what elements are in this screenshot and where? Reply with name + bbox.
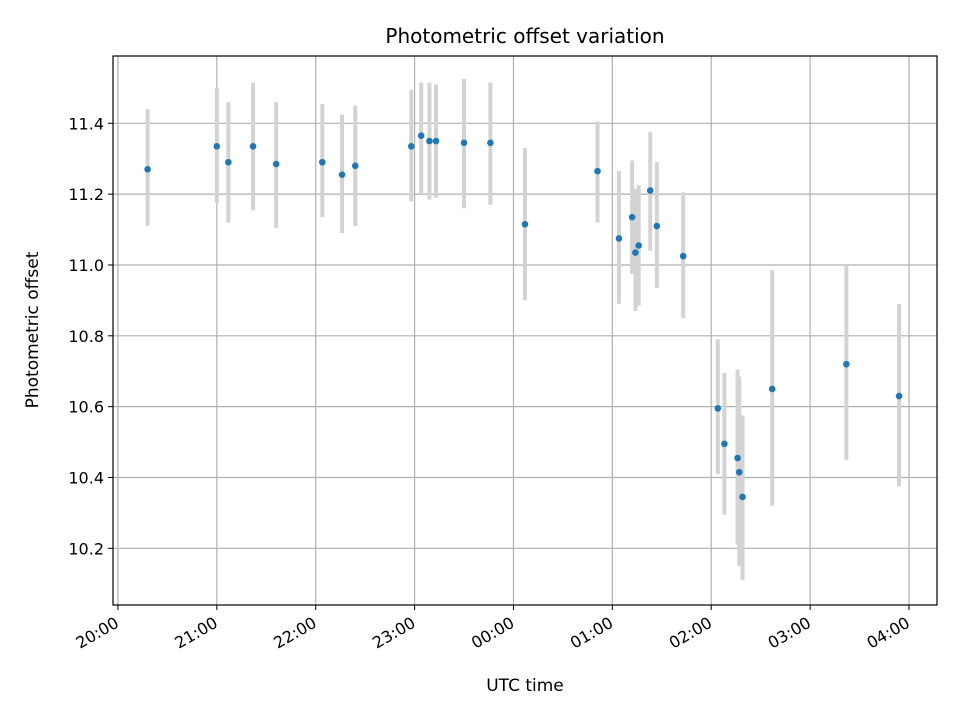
data-point <box>417 132 425 139</box>
data-point <box>338 171 346 178</box>
data-points <box>144 132 903 501</box>
y-axis-ticks: 10.2 10.4 10.6 10.8 11.0 11.2 11.4 <box>68 114 113 558</box>
data-point <box>407 143 415 150</box>
data-point <box>521 220 529 228</box>
data-point <box>432 137 440 145</box>
data-point <box>843 360 850 368</box>
data-point <box>714 405 722 412</box>
data-point <box>735 468 743 476</box>
plot-frame <box>112 55 938 606</box>
x-axis-label: UTC time <box>486 676 564 696</box>
data-point <box>249 143 257 150</box>
data-point <box>487 139 494 147</box>
y-tick-label: 10.4 <box>68 468 104 487</box>
data-point <box>426 137 433 145</box>
chart-title: Photometric offset variation <box>385 24 664 48</box>
y-tick-label: 11.4 <box>68 114 104 133</box>
data-point <box>635 242 643 249</box>
data-point <box>615 235 623 242</box>
data-point <box>628 213 636 221</box>
data-point <box>734 454 741 462</box>
y-tick-label: 11.0 <box>68 256 104 275</box>
data-point <box>895 392 903 400</box>
data-point <box>318 158 326 166</box>
data-point <box>460 139 468 147</box>
data-point <box>679 252 687 260</box>
data-point <box>144 166 151 173</box>
data-point <box>646 187 654 194</box>
y-tick-label: 10.6 <box>68 398 104 417</box>
data-point <box>272 160 280 168</box>
y-axis-label: Photometric offset <box>23 251 43 408</box>
data-point <box>739 493 746 501</box>
y-tick-label: 10.2 <box>68 539 104 558</box>
data-point <box>351 162 359 170</box>
data-point <box>768 385 776 393</box>
data-point <box>721 440 728 448</box>
data-point <box>653 222 661 230</box>
data-point <box>632 249 639 256</box>
y-tick-label: 11.2 <box>68 185 104 204</box>
y-tick-label: 10.8 <box>68 327 104 346</box>
data-point <box>594 167 601 175</box>
data-point <box>225 158 232 166</box>
data-point <box>213 143 221 150</box>
